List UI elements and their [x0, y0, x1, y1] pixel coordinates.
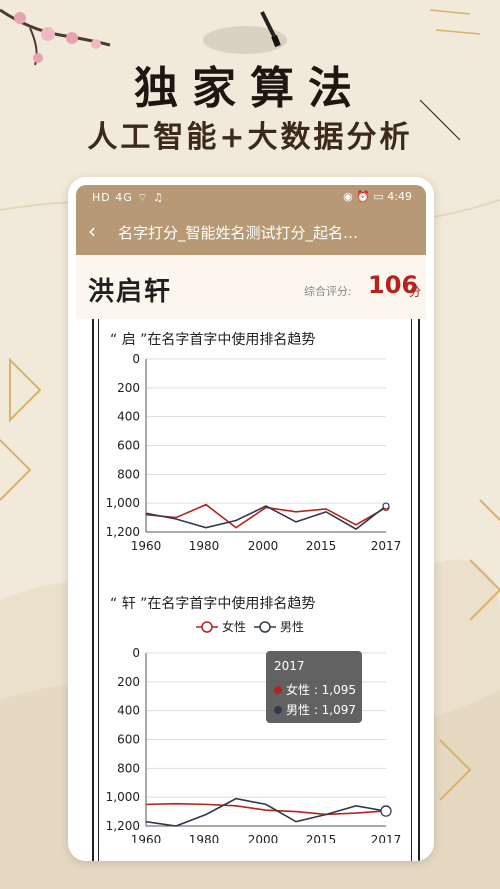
app-navbar: ‹ 名字打分_智能姓名测试打分_起名…: [76, 209, 426, 255]
y-tick-label: 0: [132, 646, 140, 660]
tooltip-title: 2017: [274, 659, 305, 673]
plum-branch-icon: [0, 8, 111, 66]
x-tick-label: 2000: [248, 833, 279, 843]
chevron-left-icon[interactable]: ‹: [88, 219, 96, 243]
phone-screen: HD 4G ⌔ ♫ ◉ ⏰ ▭ 4:49 ‹ 名字打分_智能姓名测试打分_起名……: [68, 177, 434, 861]
y-tick-label: 1,000: [106, 496, 140, 510]
y-tick-label: 600: [117, 439, 140, 453]
status-bar: HD 4G ⌔ ♫ ◉ ⏰ ▭ 4:49: [76, 185, 426, 209]
x-tick-label: 2017: [371, 833, 402, 843]
series-end-point: [382, 502, 390, 510]
x-tick-label: 2015: [306, 539, 337, 553]
y-tick-label: 600: [117, 733, 140, 747]
person-name: 洪启轩: [88, 277, 173, 307]
score-value: 106: [368, 271, 419, 299]
page-title: 名字打分_智能姓名测试打分_起名…: [118, 224, 359, 242]
status-icons-right-group: ◉ ⏰ ▭: [343, 190, 384, 203]
tooltip-female-value: 女性 : 1,095: [286, 683, 357, 697]
tooltip-row-female: 女性 : 1,095: [274, 681, 356, 698]
y-tick-label: 200: [117, 675, 140, 689]
legend-marker: [259, 621, 271, 633]
legend-label: 男性: [280, 620, 304, 634]
chart-tooltip: 2017 女性 : 1,095 男性 : 1,097: [266, 651, 362, 723]
x-tick-label: 2017: [371, 539, 402, 553]
name-score-card: 洪启轩 综合评分: 106 分: [76, 255, 426, 319]
series-line-female: [145, 503, 387, 529]
tooltip-male-value: 男性 : 1,097: [286, 703, 357, 717]
status-time: 4:49: [387, 190, 412, 203]
status-icons-right: ◉ ⏰ ▭ 4:49: [343, 190, 412, 203]
chart-title-xuan: “ 轩 ”在名字首字中使用排名趋势: [110, 596, 316, 612]
female-dot-icon: [274, 686, 282, 694]
y-tick-label: 800: [117, 467, 140, 481]
content-frame-outer: [92, 319, 420, 861]
score-label: 综合评分:: [304, 285, 352, 298]
y-tick-label: 400: [117, 704, 140, 718]
series-line-male: [145, 797, 387, 827]
male-dot-icon: [274, 706, 282, 714]
promo-headline: 独家算法: [134, 63, 366, 114]
y-tick-label: 0: [132, 352, 140, 366]
y-tick-label: 800: [117, 761, 140, 775]
x-tick-label: 1980: [189, 833, 220, 843]
score-unit: 分: [409, 285, 422, 299]
y-tick-label: 1,200: [106, 525, 140, 539]
y-tick-label: 1,200: [106, 819, 140, 833]
promo-subheadline: 人工智能+大数据分析: [87, 120, 413, 155]
x-tick-label: 2000: [248, 539, 279, 553]
series-line-female: [145, 802, 387, 816]
legend-label: 女性: [222, 619, 246, 634]
tooltip-row-male: 男性 : 1,097: [274, 701, 356, 718]
x-tick-label: 1980: [189, 539, 220, 553]
y-tick-label: 200: [117, 381, 140, 395]
series-end-point: [380, 805, 392, 817]
chart-title-qi: “ 启 ”在名字首字中使用排名趋势: [110, 332, 316, 348]
ink-brush-icon: [203, 11, 287, 54]
x-tick-label: 1960: [131, 539, 162, 553]
chart-content[interactable]: “ 启 ”在名字首字中使用排名趋势 0 200 400 600 800 1,000 1,20…: [76, 319, 426, 861]
legend-marker: [201, 621, 213, 633]
y-tick-label: 1,000: [106, 790, 140, 804]
x-tick-label: 1960: [131, 833, 162, 843]
x-tick-label: 2015: [306, 833, 337, 843]
status-icons-left: HD 4G ⌔ ♫: [92, 191, 164, 204]
content-frame-inner: [98, 319, 412, 861]
series-line-male: [145, 505, 387, 531]
y-tick-label: 400: [117, 410, 140, 424]
